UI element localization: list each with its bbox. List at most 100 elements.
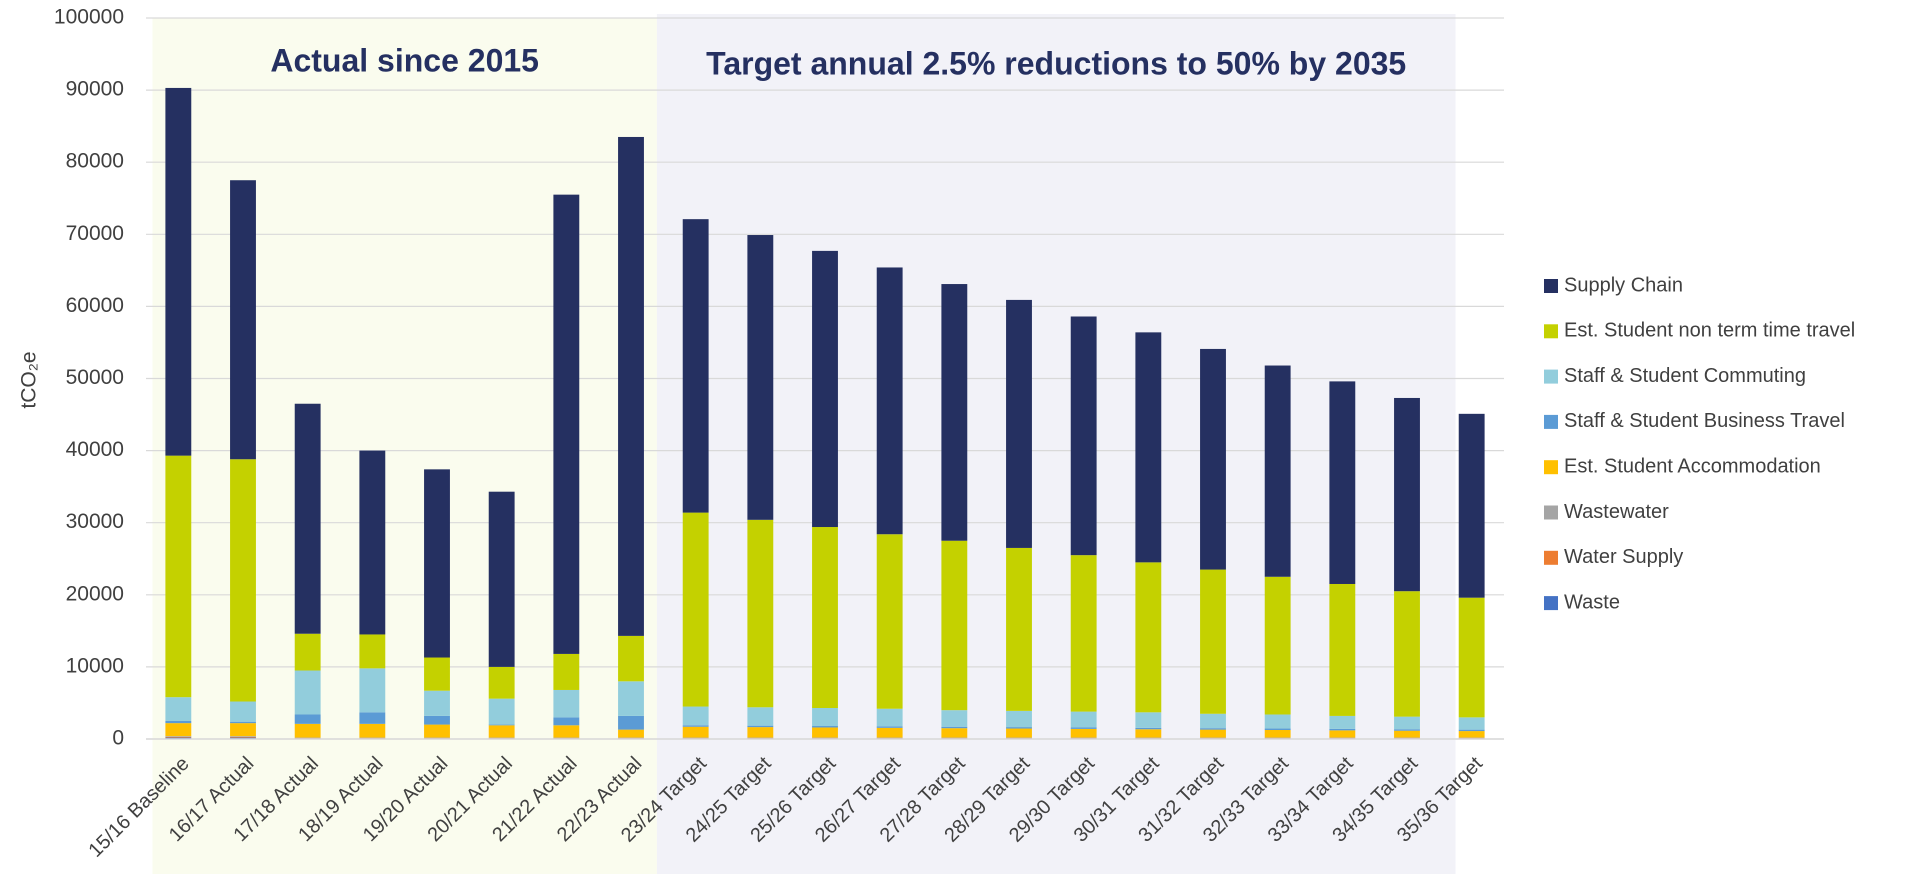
bar-segment: [359, 668, 386, 713]
bar-segment: [876, 726, 903, 728]
bar-segment: [941, 284, 968, 541]
bar-segment: [1200, 713, 1226, 729]
legend-label: Water Supply: [1564, 546, 1683, 568]
bar-segment: [812, 727, 838, 738]
bar-segment: [165, 455, 192, 698]
bar-segment: [553, 194, 580, 654]
bar-segment: [1200, 569, 1226, 714]
bar-segment: [359, 634, 386, 669]
bar-segment: [294, 723, 321, 738]
bar-segment: [1264, 365, 1291, 577]
bar-segment: [488, 698, 515, 725]
bar-segment: [1070, 727, 1097, 729]
bar-segment: [1006, 710, 1032, 728]
bar-segment: [941, 728, 968, 738]
bar-segment: [812, 707, 838, 727]
bar-segment: [230, 723, 256, 737]
bar-segment: [1006, 727, 1032, 729]
bar-segment: [941, 710, 968, 727]
bar-segment: [1394, 716, 1420, 730]
bar-segment: [876, 534, 903, 709]
bar-segment: [230, 459, 256, 702]
bar-segment: [1329, 728, 1356, 731]
y-tick-label: 60000: [66, 294, 124, 317]
y-tick-label: 0: [112, 727, 124, 750]
bar-segment: [553, 653, 580, 690]
bar-segment: [1394, 397, 1420, 592]
bar-segment: [294, 633, 321, 671]
y-tick-label: 50000: [66, 366, 124, 389]
bar-segment: [876, 727, 903, 738]
y-tick-label: 70000: [66, 222, 124, 245]
bar-segment: [1006, 299, 1032, 548]
bar-segment: [488, 666, 515, 699]
bar-segment: [1070, 555, 1097, 712]
bar-segment: [553, 725, 580, 738]
bar-segment: [165, 720, 192, 724]
bar-segment: [1135, 727, 1162, 730]
bar-segment: [1458, 729, 1485, 732]
bar-segment: [294, 670, 321, 715]
bar-segment: [747, 235, 774, 520]
bar-segment: [424, 724, 450, 738]
bar-segment: [165, 736, 192, 738]
bar-segment: [1329, 730, 1356, 738]
bar-segment: [424, 715, 450, 725]
bar-segment: [1394, 591, 1420, 717]
bar-segment: [747, 725, 774, 728]
bar-segment: [1070, 711, 1097, 728]
bar-segment: [1329, 715, 1356, 729]
bar-segment: [1329, 381, 1356, 584]
bar-segment: [618, 715, 644, 730]
bar-segment: [230, 736, 256, 738]
bar-segment: [1200, 728, 1226, 730]
bar-segment: [230, 736, 256, 737]
bar-segment: [876, 708, 903, 727]
bar-segment: [165, 87, 192, 456]
actual-region: [152, 18, 657, 874]
y-tick-label: 20000: [66, 582, 124, 605]
legend-label: Est. Student non term time travel: [1564, 320, 1855, 342]
bar-segment: [553, 689, 580, 718]
bar-segment: [941, 540, 968, 711]
bar-segment: [747, 707, 774, 726]
annotation: Actual since 2015: [270, 42, 539, 78]
bar-segment: [165, 723, 192, 737]
bar-segment: [1264, 714, 1291, 729]
target-region: [656, 14, 1456, 874]
bar-segment: [941, 726, 968, 729]
bar-segment: [682, 706, 709, 726]
bar-segment: [424, 657, 450, 691]
legend-swatch: [1544, 505, 1558, 520]
bar-segment: [876, 267, 903, 535]
legend-label: Wastewater: [1564, 501, 1669, 523]
legend-swatch: [1544, 324, 1558, 339]
bar-segment: [682, 219, 709, 513]
legend-label: Est. Student Accommodation: [1564, 455, 1821, 477]
bar-segment: [230, 701, 256, 722]
bar-segment: [1458, 597, 1485, 718]
bar-segment: [1394, 730, 1420, 738]
bar-segment: [1264, 576, 1291, 715]
y-tick-label: 10000: [66, 654, 124, 677]
bar-segment: [618, 136, 644, 636]
y-tick-label: 80000: [66, 150, 124, 173]
legend-swatch: [1544, 279, 1558, 293]
legend-swatch: [1544, 369, 1558, 384]
bar-segment: [682, 726, 709, 738]
bar-segment: [1006, 547, 1032, 711]
bar-segment: [359, 712, 386, 724]
annotation: Target annual 2.5% reductions to 50% by …: [706, 45, 1406, 81]
bar-segment: [230, 721, 256, 724]
bar-segment: [165, 697, 192, 721]
bar-segment: [1070, 316, 1097, 556]
bar-segment: [682, 512, 709, 707]
bar-segment: [488, 724, 515, 726]
bar-segment: [747, 727, 774, 738]
y-tick-label: 90000: [66, 78, 124, 101]
bar-segment: [682, 725, 709, 727]
bar-segment: [1394, 729, 1420, 731]
y-axis-label: tCO₂e: [18, 351, 41, 408]
bar-segment: [488, 491, 515, 667]
bar-segment: [1458, 717, 1485, 730]
